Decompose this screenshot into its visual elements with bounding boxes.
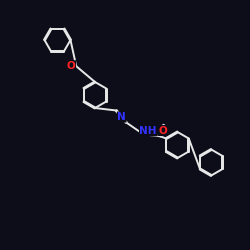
Text: O: O — [158, 126, 167, 136]
Text: NH: NH — [140, 126, 157, 136]
Text: O: O — [67, 61, 76, 71]
Text: N: N — [118, 112, 126, 122]
